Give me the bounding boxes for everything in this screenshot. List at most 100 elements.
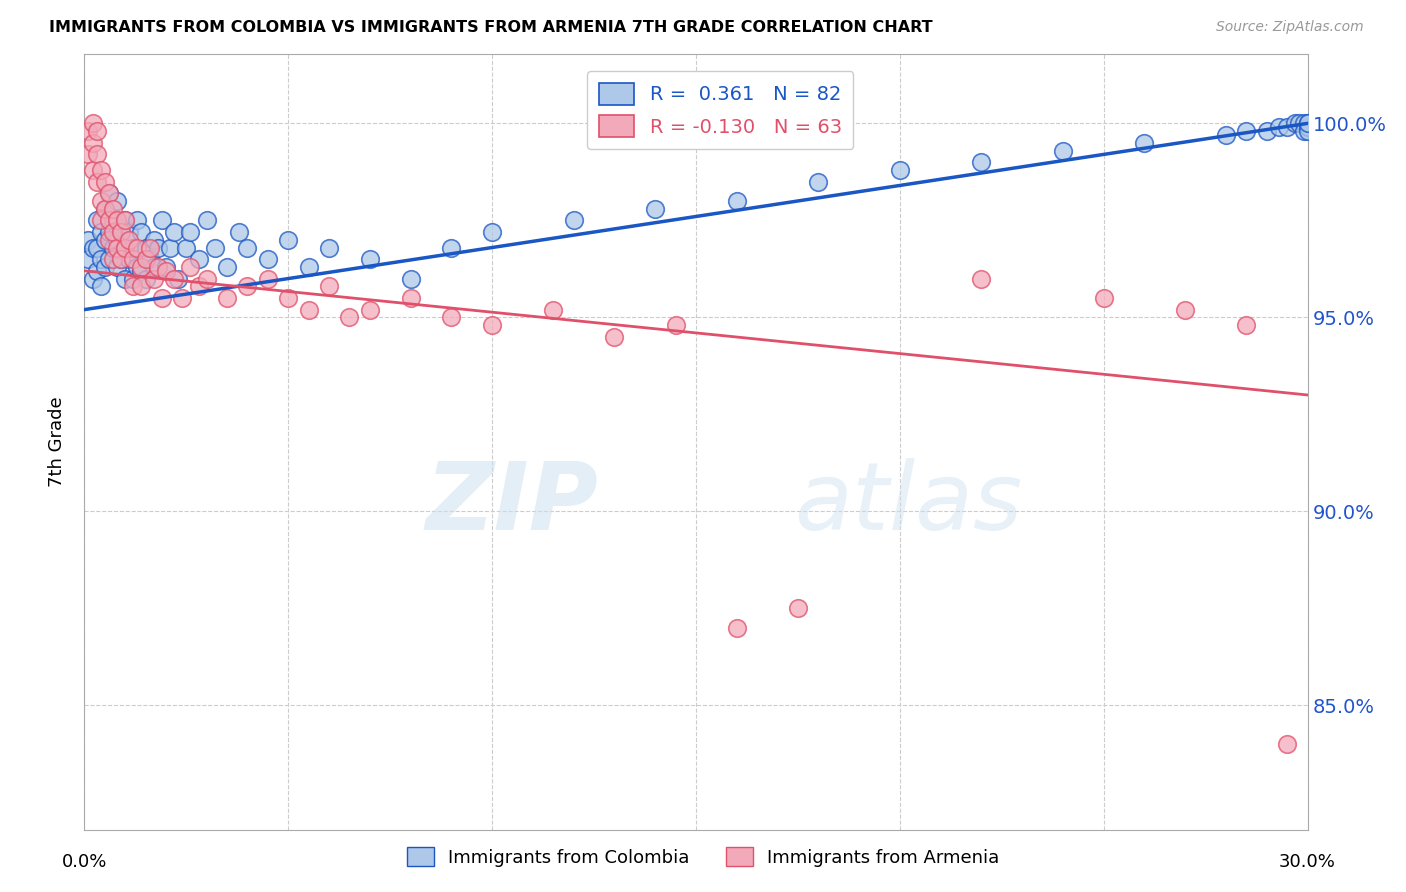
Point <box>90 213 112 227</box>
Point <box>86 147 108 161</box>
Point <box>167 271 190 285</box>
Point <box>110 252 132 267</box>
Point <box>159 240 181 254</box>
Point <box>163 271 186 285</box>
Point <box>481 318 503 332</box>
Point <box>1284 116 1306 130</box>
Point <box>142 271 165 285</box>
Point <box>82 136 104 150</box>
Point <box>122 240 145 254</box>
Legend: R =  0.361   N = 82, R = -0.130   N = 63: R = 0.361 N = 82, R = -0.130 N = 63 <box>588 71 853 149</box>
Point <box>110 252 132 267</box>
Point <box>77 233 100 247</box>
Point <box>105 260 128 274</box>
Point <box>399 271 422 285</box>
Point <box>82 240 104 254</box>
Point <box>86 264 108 278</box>
Point <box>179 260 201 274</box>
Point <box>142 233 165 247</box>
Point <box>114 240 136 254</box>
Point <box>187 279 209 293</box>
Point <box>187 252 209 267</box>
Point <box>122 271 145 285</box>
Point <box>257 271 280 285</box>
Point <box>1296 124 1319 138</box>
Point <box>127 260 149 274</box>
Point <box>1277 737 1299 751</box>
Point <box>889 162 911 177</box>
Point <box>298 302 321 317</box>
Point <box>135 271 157 285</box>
Point <box>970 155 993 169</box>
Point <box>1296 116 1319 130</box>
Point <box>1052 144 1074 158</box>
Point <box>122 252 145 267</box>
Point <box>142 260 165 274</box>
Point <box>82 116 104 130</box>
Point <box>135 240 157 254</box>
Point <box>101 252 124 267</box>
Point <box>1292 116 1315 130</box>
Text: Source: ZipAtlas.com: Source: ZipAtlas.com <box>1216 20 1364 34</box>
Legend: Immigrants from Colombia, Immigrants from Armenia: Immigrants from Colombia, Immigrants fro… <box>399 840 1007 874</box>
Point <box>1174 302 1197 317</box>
Point <box>114 213 136 227</box>
Point <box>179 225 201 239</box>
Point <box>1256 124 1278 138</box>
Point <box>236 240 259 254</box>
Point <box>562 213 585 227</box>
Point <box>318 279 340 293</box>
Point <box>86 124 108 138</box>
Text: 0.0%: 0.0% <box>62 853 107 871</box>
Point <box>339 310 361 325</box>
Point <box>318 240 340 254</box>
Point <box>1292 124 1315 138</box>
Point <box>603 330 626 344</box>
Point <box>93 175 115 189</box>
Point <box>135 252 157 267</box>
Point <box>195 271 218 285</box>
Point <box>543 302 565 317</box>
Text: ZIP: ZIP <box>425 458 598 549</box>
Point <box>359 252 381 267</box>
Point <box>114 271 136 285</box>
Point <box>204 240 226 254</box>
Point <box>82 271 104 285</box>
Point <box>725 194 748 208</box>
Point <box>90 252 112 267</box>
Text: IMMIGRANTS FROM COLOMBIA VS IMMIGRANTS FROM ARMENIA 7TH GRADE CORRELATION CHART: IMMIGRANTS FROM COLOMBIA VS IMMIGRANTS F… <box>49 20 932 35</box>
Point <box>1236 124 1258 138</box>
Point <box>131 264 153 278</box>
Point <box>228 225 250 239</box>
Point <box>1133 136 1156 150</box>
Y-axis label: 7th Grade: 7th Grade <box>48 396 66 487</box>
Point <box>155 260 177 274</box>
Point <box>97 213 120 227</box>
Point <box>359 302 381 317</box>
Point <box>665 318 688 332</box>
Point <box>90 162 112 177</box>
Point <box>399 291 422 305</box>
Point <box>1296 116 1319 130</box>
Point <box>298 260 321 274</box>
Point <box>131 225 153 239</box>
Point <box>787 601 810 615</box>
Point <box>93 202 115 216</box>
Point <box>1236 318 1258 332</box>
Point <box>118 225 141 239</box>
Point <box>277 291 299 305</box>
Point <box>86 213 108 227</box>
Point <box>127 213 149 227</box>
Point <box>105 194 128 208</box>
Point <box>195 213 218 227</box>
Point <box>150 213 173 227</box>
Point <box>481 225 503 239</box>
Point <box>163 225 186 239</box>
Point <box>131 279 153 293</box>
Point <box>97 225 120 239</box>
Point <box>77 147 100 161</box>
Point <box>90 279 112 293</box>
Point <box>86 175 108 189</box>
Point <box>77 124 100 138</box>
Point <box>644 202 666 216</box>
